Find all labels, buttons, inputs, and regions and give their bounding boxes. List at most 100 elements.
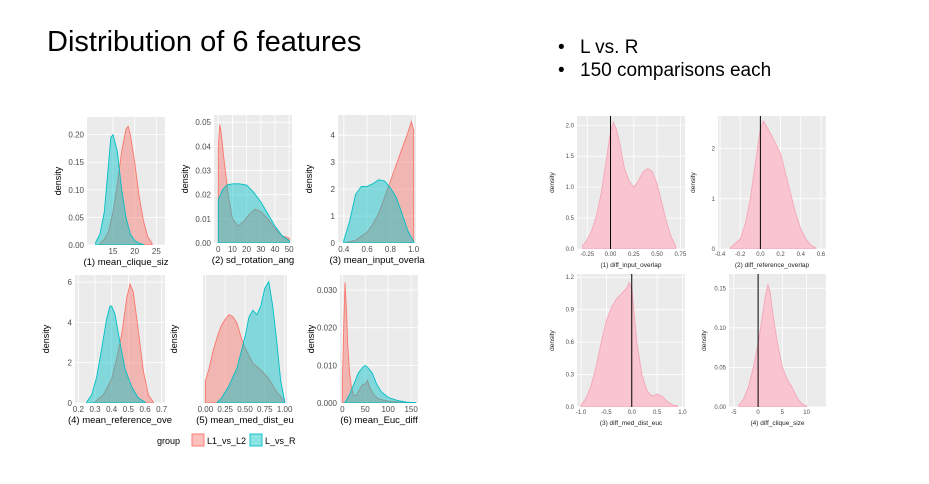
y-tick-label: 1	[331, 212, 336, 221]
y-tick-label: 0.05	[714, 365, 726, 371]
x-tick-label: 0.5	[123, 405, 135, 414]
legend-label: L_vs_R	[265, 436, 296, 446]
panel-background	[338, 115, 416, 243]
y-axis-label: density	[701, 329, 708, 350]
x-tick-label: 1.0	[408, 245, 420, 254]
y-tick-label: 0.15	[68, 158, 84, 167]
legend-key-l1-vs-l2	[191, 433, 205, 447]
x-tick-label: 0.25	[628, 252, 640, 258]
x-tick-label: 150	[404, 405, 418, 414]
x-tick-label: 0.0	[628, 410, 637, 416]
y-tick-label: 0.9	[566, 308, 575, 314]
x-tick-label: 40	[271, 245, 280, 254]
x-tick-label: 0.4	[338, 245, 350, 254]
panel-background	[87, 117, 165, 245]
panel-feature-4: 0.2 0.3 0.4 0.5 0.6 0.7 0 2 4 6 (4) mean_reference…	[41, 275, 172, 426]
y-tick-label: 0.000	[317, 399, 338, 408]
density-area-l-vs-r	[344, 364, 417, 403]
x-tick-label: 0.50	[651, 252, 663, 258]
x-axis-label: (1) diff_input_overlap	[601, 262, 662, 269]
x-tick-label: 0.2	[776, 252, 785, 258]
panel-background	[340, 275, 418, 403]
x-tick-label: 0.5	[653, 410, 662, 416]
y-tick-label: 1.2	[566, 275, 575, 281]
y-tick-label: 0.010	[317, 361, 338, 370]
y-tick-label: 0	[712, 247, 716, 253]
panel-background	[214, 115, 292, 243]
y-tick-label: 0.030	[317, 286, 338, 295]
legend-label: L1_vs_L2	[207, 436, 246, 446]
x-tick-label: 0.4	[797, 252, 806, 258]
bullet-item: L vs. R	[556, 36, 771, 59]
y-tick-label: 2	[331, 185, 336, 194]
plot-area	[580, 274, 678, 407]
y-tick-label: 0.3	[566, 373, 575, 379]
x-tick-label: 0.75	[675, 252, 687, 258]
plot-area	[341, 282, 417, 403]
x-tick-label: 100	[381, 405, 395, 414]
plot-area	[738, 274, 808, 407]
y-tick-label: 0.00	[714, 405, 726, 411]
x-axis-label: (4) mean_reference_ove	[68, 415, 172, 426]
density-area-l1-vs-l2	[99, 125, 153, 245]
y-tick-label: 1	[712, 197, 716, 203]
plot-area	[86, 282, 154, 403]
density-area-diff	[580, 281, 678, 407]
x-tick-label: 1.0	[678, 410, 687, 416]
x-tick-label: 50	[361, 405, 370, 414]
x-tick-label: 0	[216, 245, 221, 254]
x-tick-label: 10	[803, 410, 810, 416]
y-tick-label: 0.04	[195, 142, 211, 151]
x-tick-label: 0.75	[257, 405, 273, 414]
x-tick-label: 0.6	[362, 245, 374, 254]
x-tick-label: 0.0	[756, 252, 765, 258]
legend-key-l-vs-r	[249, 433, 263, 447]
panel-background	[75, 275, 165, 403]
x-axis-label: (6) mean_Euc_diff	[340, 415, 418, 426]
panel-feature-3: 0.4 0.6 0.8 1.0 0 1 2 3 4 (3) mean_input_overla de…	[304, 115, 425, 266]
plot-area	[95, 125, 153, 245]
y-tick-label: 0.20	[68, 131, 84, 140]
x-tick-label: 0	[340, 405, 345, 414]
y-tick-label: 0.15	[714, 286, 726, 292]
legend: group L1_vs_L2 L_vs_R	[157, 433, 296, 447]
x-tick-label: -5	[731, 410, 737, 416]
y-tick-label: 2	[68, 359, 73, 368]
density-area-diff	[729, 119, 817, 249]
x-tick-label: -0.5	[601, 410, 612, 416]
y-tick-label: 0.0	[566, 405, 575, 411]
x-tick-label: 0.00	[605, 252, 617, 258]
y-axis-label: density	[41, 324, 51, 353]
density-area-l-vs-r	[216, 280, 286, 403]
density-area-l1-vs-l2	[204, 314, 286, 403]
panel-feature-2: 0 10 20 30 40 50 0.00 0.01 0.02 0.03 0.04 0.05 (2) s…	[180, 115, 294, 266]
density-area-l1-vs-l2	[345, 120, 415, 243]
x-tick-label: 0	[756, 410, 760, 416]
plot-area	[204, 280, 286, 403]
y-axis-label: density	[53, 166, 63, 195]
plot-area	[729, 116, 817, 249]
plot-area	[582, 116, 677, 249]
x-axis-label: (5) mean_med_dist_eu	[196, 415, 294, 426]
x-tick-label: -0.2	[735, 252, 746, 258]
x-tick-label: 20	[130, 247, 139, 256]
density-area-diff	[582, 120, 677, 249]
y-tick-label: 0.0	[566, 247, 575, 253]
y-axis-label: density	[169, 324, 179, 353]
y-axis-label: density	[690, 171, 697, 192]
slide-title: Distribution of 6 features	[47, 26, 362, 58]
density-area-l-vs-r	[343, 179, 415, 243]
y-axis-label: density	[180, 164, 190, 193]
y-tick-label: 6	[68, 278, 73, 287]
x-tick-label: 0.7	[156, 405, 168, 414]
density-area-l-vs-r	[95, 133, 144, 245]
x-tick-label: 30	[256, 245, 265, 254]
x-tick-label: 5	[781, 410, 785, 416]
y-tick-label: 0.05	[68, 213, 84, 222]
bullet-list: L vs. R 150 comparisons each	[556, 36, 771, 82]
y-axis-label: density	[549, 329, 556, 350]
y-tick-label: 0.5	[566, 216, 575, 222]
y-tick-label: 0.020	[317, 324, 338, 333]
panel-feature-5: 0.00 0.25 0.50 0.75 1.00(5) mean_med_dist_eu…	[169, 275, 294, 426]
